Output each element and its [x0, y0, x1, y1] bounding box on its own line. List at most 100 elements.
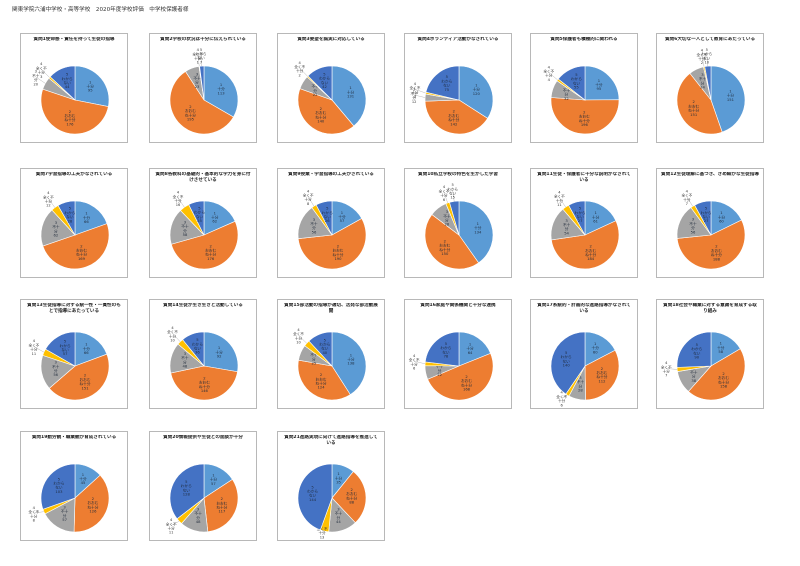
label-leader-line — [33, 346, 45, 353]
pie-chart: 1 十分 62 2 おおむね十分 176 3 不十分 58 4 全く不十分 16 5 わからない 25 — [169, 191, 239, 270]
chart-title: 質問20情報提供や生徒との面談が十分 — [163, 435, 243, 440]
label-leader-line — [197, 55, 200, 67]
slice-data-label: 4 全く不十分 6 — [409, 354, 420, 371]
chart-title: 質問11生徒・保護者に十分な説明がなされている — [537, 172, 631, 183]
slice-data-label: 1 十分 57 — [338, 211, 346, 223]
chart-card: 質問20情報提供や生徒との面談が十分 1 十分 57 2 おおむね十分 117 3 不十分 48 4… — [149, 431, 257, 541]
pie-slice — [424, 99, 489, 135]
pie-slice — [203, 478, 239, 533]
slice-data-label: 1 十分 45 — [79, 473, 87, 485]
chart-title: 質問7学習指導の工夫がなされている — [35, 172, 113, 177]
slice-data-label: 1 十分 113 — [217, 83, 225, 95]
slice-data-label: 1 十分 151 — [727, 90, 735, 102]
slice-data-label: 4 全く不十分 8 — [303, 189, 314, 206]
pie-slice — [74, 331, 108, 367]
slice-data-label: 5 わからない 42 — [319, 72, 330, 89]
slice-data-label: 4 全く不十分 16 — [173, 191, 184, 208]
pie-chart: 1十分352おおむね十分883不十分444全く不十分135わからない144 — [297, 463, 367, 539]
chart-title: 質問6大切な一人として教育にあたっている — [664, 37, 756, 42]
pie-slice — [694, 200, 712, 236]
pie-slice — [297, 359, 351, 401]
slice-data-label: 2 おおむね十分 140 — [315, 107, 326, 124]
pie-slice — [40, 209, 76, 247]
pie-chart: 1 十分 60 2 おおむね十分 112 3 不十分 28 4 全く不十分 6 5 わからない 140 — [550, 331, 620, 408]
chart-card: 質問10私立学校の特色を生かした学習 1 十分 134 2 おおむね十分 150 3 不十分 28… — [404, 168, 512, 278]
slice-data-label: 1 十分 95 — [87, 80, 95, 92]
slice-data-label: 1 十分 66 — [83, 343, 91, 355]
slice-data-label: 4 全く不十分 10 — [293, 328, 304, 345]
slice-data-label: 3 不十分 56 — [310, 218, 318, 235]
slice-data-label: 5 わからない 26 — [322, 207, 333, 224]
slice-data-label: 5 わからない 27 — [575, 207, 586, 224]
label-leader-line — [41, 69, 50, 78]
pie-chart: 1 十分 120 2 おおむね十分 142 3 不十分 124 全く不十分 3 5 わからない 75 — [410, 65, 494, 135]
chart-card: 質問7学習指導の工夫がなされている 1 十分 66 2 おおむね十分 169 3 不十分 62 4 全… — [20, 168, 128, 278]
label-leader-line — [414, 89, 426, 94]
chart-title: 質問2学校の状況は十分に伝えられている — [160, 37, 246, 42]
pie-chart: 1 十分 60 2 おおむね十分 188 3 不十分 56 4 全く不十分 7 5 わからない 27 — [676, 189, 746, 270]
slice-data-label: 2 おおむね十分 176 — [64, 110, 75, 127]
slice-data-label: 5 わからない 7 — [196, 48, 207, 65]
label-leader-line — [298, 335, 307, 344]
slice-data-label: 5 わからない 57 — [60, 340, 71, 357]
pie-slice — [710, 65, 746, 133]
pie-chart: 1 十分 92 2 おおむね十分 146 3 不十分 48 4 全く不十分 10 5 わからない 36 — [167, 326, 239, 401]
chart-card: 質問15部活動の指導が適切、活発な部活動展開1十分1382おおむね十分1243不… — [277, 299, 385, 409]
pie-chart: 1 十分 66 2 おおむね十分 151 3 不十分 56 4 全く不十分 11 5 わからない 57 — [29, 331, 110, 401]
slice-data-label: 5 わからない 103 — [53, 477, 64, 494]
chart-title: 質問5保護者も積極的に関われる — [550, 37, 618, 42]
slice-data-label: 4 全く不十分 7 — [681, 189, 692, 206]
slice-data-label: 3 不十分 28 — [577, 376, 585, 393]
chart-card: 質問14生徒が生き生きと活動している 1 十分 92 2 おおむね十分 146 3 不十分 48 4… — [149, 299, 257, 409]
label-leader-line — [706, 55, 709, 67]
slice-data-label: 2 おおむね十分 112 — [596, 367, 607, 384]
pie-slice — [424, 331, 460, 367]
pie-slice — [550, 331, 586, 395]
label-leader-line — [686, 196, 693, 207]
slice-data-label: 4 全く不十分 1 — [192, 48, 203, 65]
slice-data-label: 4 全く不十分 6 — [556, 391, 567, 408]
slice-data-label: 1 十分 92 — [215, 346, 223, 358]
label-leader-line — [172, 333, 181, 342]
pie-chart: 1 十分 61 2 おおむね十分 184 3 不十分 54 4 全く不十分 11 5 わからない 27 — [550, 190, 620, 270]
label-leader-line — [414, 361, 426, 364]
pie-slice — [688, 348, 746, 401]
pie-slice — [297, 463, 333, 531]
chart-card: 質問18社会や職業に対する意識を育成する取り組み 1十分582おおむね十分1583… — [656, 299, 764, 409]
pie-slice — [557, 65, 586, 101]
slice-data-label: 2 おおむね十分 151 — [80, 374, 91, 391]
chart-title: 質問18社会や職業に対する意識を育成する取り組み — [663, 303, 757, 314]
slice-data-label: 1 十分 62 — [211, 211, 219, 223]
chart-title: 質問4ボランティア活動がなされている — [417, 37, 499, 42]
chart-card: 質問19勤労観・職業観が育成されている 1 十分 45 2 おおむね十分 126 3 不十分 57… — [20, 431, 128, 541]
chart-card: 質問9授業・学習指導の工夫がされている 1 十分 57 2 おおむね十分 190 3 不十分 56… — [277, 168, 385, 278]
slice-data-label: 1 十分 131 — [347, 86, 355, 98]
pie-slice — [331, 65, 367, 127]
slice-data-label: 2 おおむね十分 124 — [316, 373, 327, 390]
slice-data-label: 3 不十分 56 — [689, 218, 697, 235]
slice-data-label: 3 不十分 54 — [563, 219, 571, 236]
slice-data-label: 2 おおむね十分 151 — [688, 100, 699, 117]
pie-slice — [203, 65, 239, 118]
slice-data-label: 2 おおむね十分 88 — [346, 488, 357, 505]
slice-data-label: 4 全く不十分 7 — [661, 361, 672, 378]
slice-data-label: 3 不十分 48 — [181, 352, 189, 369]
pie-slice — [297, 218, 367, 270]
label-leader-line — [559, 197, 566, 208]
slice-data-label: 5 わからない 10 — [701, 48, 712, 65]
slice-data-label: 3 不十分 12 — [411, 88, 419, 105]
chart-title: 質問1使命感・責任を持って生徒の指導 — [33, 37, 115, 42]
pie-slice — [170, 220, 239, 270]
pie-slice — [57, 200, 76, 237]
pie-chart: 1十分582おおむね十分1583不十分384全く不十分75わからない90 — [661, 331, 746, 401]
slice-data-label: 1 十分 61 — [592, 211, 600, 223]
slice-data-label: 4 全く不十分 6 — [439, 185, 450, 202]
slice-data-label: 5 わからない 28 — [64, 207, 75, 224]
chart-card: 質問17系統的・計画的な進路指導がなされている 1 十分 60 2 おおむね十分 112 3 不… — [530, 299, 638, 409]
pie-slice — [42, 223, 110, 270]
label-leader-line — [666, 368, 678, 370]
slice-data-label: 5 わからない 44 — [62, 73, 73, 90]
pie-chart: 1十分642おおむね十分1683不十分224全く不十分65わからない78 — [409, 331, 494, 401]
chart-title: 質問9授業・学習指導の工夫がされている — [288, 172, 374, 177]
chart-card: 質問11生徒・保護者に十分な説明がなされている 1 十分 61 2 おおむね十分 184 3 不… — [530, 168, 638, 278]
